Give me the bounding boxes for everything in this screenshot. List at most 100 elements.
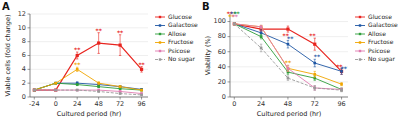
error-bar (33, 90, 35, 91)
error-stem (261, 25, 262, 28)
error-bar (119, 88, 121, 89)
point-marker (140, 68, 143, 71)
legend-marker (359, 41, 361, 43)
y-axis-line (230, 14, 231, 97)
point-marker (287, 67, 290, 70)
point-marker (287, 43, 290, 46)
error-bar (233, 23, 235, 25)
panel: 020406080100024487296Cultured period (hr… (202, 1, 398, 118)
error-stem (261, 34, 262, 39)
point-marker (97, 85, 100, 88)
legend-line (155, 25, 165, 26)
point-marker (287, 67, 290, 70)
legend-marker (359, 50, 361, 52)
error-cap (76, 71, 78, 72)
series-line (234, 24, 341, 90)
point-marker (119, 44, 122, 47)
point-marker (260, 32, 263, 35)
error-cap (287, 74, 289, 75)
point-marker (33, 89, 36, 92)
error-stem (341, 89, 342, 92)
error-cap (287, 71, 289, 72)
y-tick (28, 55, 31, 56)
grid-line (30, 41, 148, 42)
error-cap (97, 53, 99, 54)
error-stem (55, 90, 56, 91)
x-axis-line (30, 97, 148, 98)
figure: 024681012-24024487296Cultured period (hr… (0, 0, 400, 119)
legend-marker (159, 24, 161, 26)
error-bar (76, 84, 78, 86)
significance-marker: ** (287, 35, 294, 42)
y-tick-label: 2 (22, 79, 26, 87)
error-stem (77, 84, 78, 86)
point-marker (340, 83, 343, 86)
error-cap (260, 26, 262, 27)
error-cap (287, 80, 289, 81)
point-marker (97, 82, 100, 85)
error-bar (76, 52, 78, 59)
legend-line (355, 17, 365, 18)
error-bar (340, 88, 342, 91)
grid-line (30, 27, 148, 28)
error-cap (314, 66, 316, 67)
significance-marker: ** (341, 65, 348, 72)
error-bar (140, 94, 142, 95)
series-line (34, 83, 141, 90)
error-stem (314, 59, 315, 67)
error-cap (260, 51, 262, 52)
error-stem (341, 88, 342, 91)
error-bar (314, 38, 316, 50)
error-bar (260, 44, 262, 52)
y-tick (228, 51, 231, 52)
error-stem (120, 86, 121, 88)
y-tick (228, 81, 231, 82)
point-marker (340, 89, 343, 92)
error-cap (260, 44, 262, 45)
x-tick-label: 0 (54, 100, 58, 108)
error-bar (314, 71, 316, 77)
point-marker (54, 82, 57, 85)
y-tick-label: 40 (218, 63, 226, 71)
point-marker (76, 54, 79, 57)
error-cap (55, 90, 57, 91)
legend-label: Allose (368, 30, 386, 37)
y-tick (28, 69, 31, 70)
significance-marker: ** (74, 61, 81, 68)
x-tick-label: 48 (95, 100, 103, 108)
legend-label: Fructose (168, 38, 194, 45)
significance-marker: ** (309, 32, 316, 39)
error-stem (120, 88, 121, 89)
legend-label: No sugar (168, 55, 195, 63)
legend-line (155, 17, 165, 18)
y-tick-label: 60 (218, 48, 226, 56)
error-cap (119, 55, 121, 56)
legend: GlucoseGalactoseAlloseFructosePsicoseNo … (355, 13, 398, 64)
point-marker (313, 43, 316, 46)
error-cap (314, 85, 316, 86)
error-stem (120, 86, 121, 88)
point-marker (287, 77, 290, 80)
legend-marker (359, 16, 361, 18)
legend-label: Galactose (368, 21, 398, 28)
x-axis-line (230, 97, 348, 98)
point-marker (54, 89, 57, 92)
error-stem (234, 23, 235, 25)
series-line (234, 24, 341, 84)
error-bar (33, 90, 35, 91)
error-stem (55, 90, 56, 91)
series-line (234, 24, 341, 72)
point-marker (313, 87, 316, 90)
legend-label: Allose (168, 30, 186, 37)
significance-marker: ** (232, 13, 239, 20)
y-tick-label: 0 (22, 93, 26, 101)
y-tick (28, 27, 31, 28)
legend-line (355, 51, 365, 52)
point-marker (119, 85, 122, 88)
error-stem (77, 90, 78, 91)
grid-line (230, 51, 348, 52)
error-bar (97, 86, 99, 88)
error-bar (287, 76, 289, 81)
error-stem (314, 86, 315, 91)
legend-line (355, 34, 365, 35)
